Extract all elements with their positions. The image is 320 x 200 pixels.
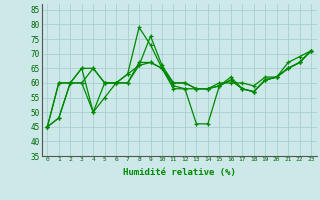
X-axis label: Humidité relative (%): Humidité relative (%) [123,168,236,177]
